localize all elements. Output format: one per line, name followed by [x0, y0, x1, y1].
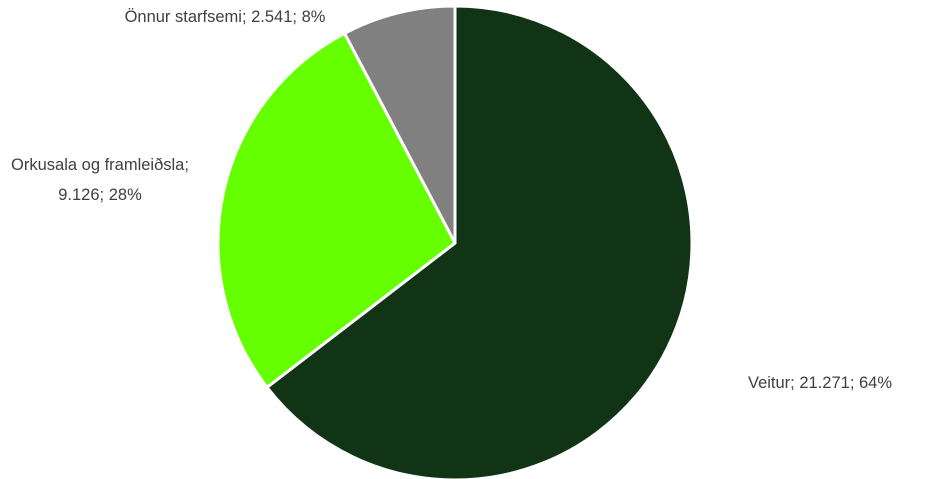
category-name: Orkusala og framleiðsla — [11, 156, 185, 174]
value-label: 2.541 — [251, 8, 293, 26]
category-name: Veitur — [747, 374, 791, 392]
value-label: 9.126 — [58, 186, 100, 204]
percentage-label: 28% — [108, 186, 142, 204]
pie-slice — [265, 4, 694, 479]
percentage-label: 8% — [301, 8, 326, 26]
category-name: Önnur starfsemi — [124, 8, 242, 26]
percentage-label: 64% — [858, 374, 893, 392]
pie-slice — [343, 4, 457, 245]
value-label: 21.271 — [799, 374, 850, 392]
data-label: Orkusala og framleiðsla; 9.126; 28% — [11, 156, 189, 204]
data-label: Önnur starfsemi; 2.541; 8% — [124, 8, 326, 26]
pie-slice — [216, 31, 457, 389]
data-label: Veitur; 21.271; 64% — [747, 374, 893, 392]
